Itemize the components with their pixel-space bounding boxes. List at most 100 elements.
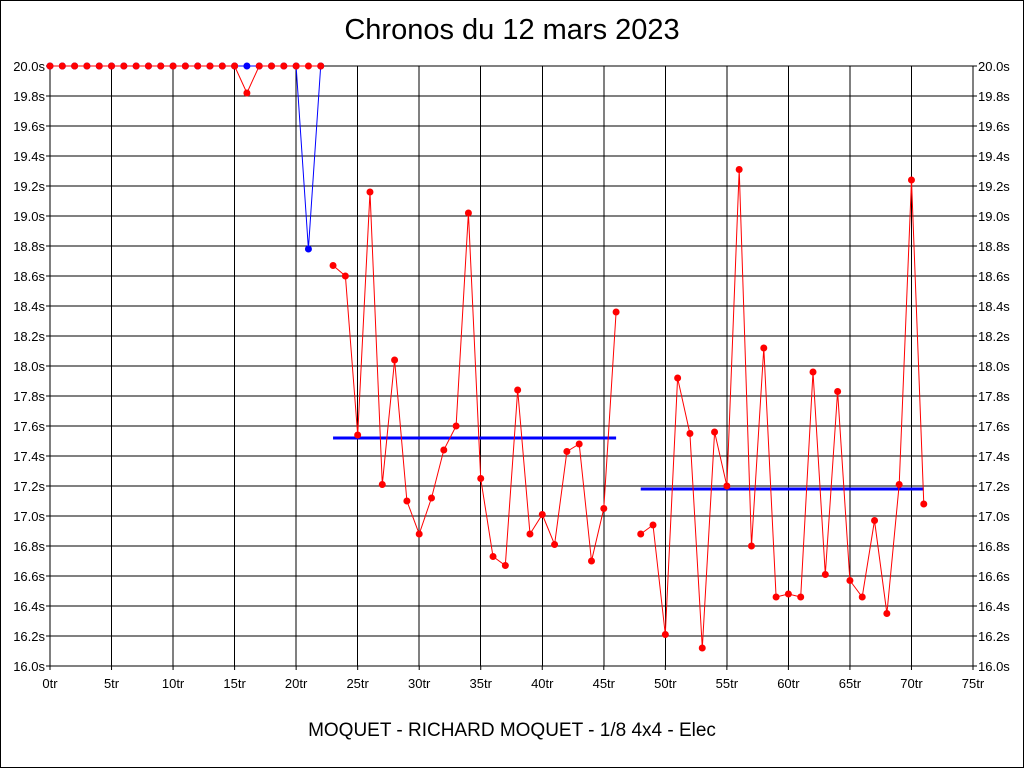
x-tick-label: 30tr	[408, 676, 431, 691]
data-point-blue	[243, 62, 251, 70]
data-point-red	[501, 562, 509, 569]
data-point-red	[243, 89, 251, 97]
x-tick-label: 75tr	[962, 676, 985, 691]
y-tick-label-right: 19.0s	[978, 209, 1010, 224]
series-lines	[50, 65, 925, 649]
y-tick-label-left: 17.4s	[13, 449, 45, 464]
data-point-red	[587, 557, 595, 565]
data-point-red	[514, 386, 522, 394]
y-tick-label-left: 20.0s	[13, 59, 45, 74]
x-tick-label: 70tr	[900, 676, 923, 691]
y-tick-label-left: 16.6s	[13, 569, 45, 584]
data-point-red	[181, 62, 189, 70]
y-tick-label-left: 17.2s	[13, 479, 45, 494]
series-points	[46, 62, 928, 652]
y-axis-right: 16.0s 16.2s 16.4s 16.6s 16.8s 17.0s 17.2s 17.4s…	[978, 59, 1010, 674]
y-tick-label-left: 19.6s	[13, 119, 45, 134]
data-point-red	[378, 481, 386, 488]
data-point-red	[538, 511, 546, 518]
data-point-red	[686, 430, 694, 437]
y-tick-label-right: 18.6s	[978, 269, 1010, 284]
grid	[46, 65, 977, 670]
data-point-red	[575, 440, 583, 448]
x-tick-label: 5tr	[104, 676, 120, 691]
series-line-red	[640, 169, 925, 649]
data-point-red	[858, 593, 866, 601]
data-point-red	[144, 62, 152, 70]
data-point-red	[157, 62, 165, 70]
y-tick-label-right: 16.4s	[978, 599, 1010, 614]
y-tick-label-left: 19.0s	[13, 209, 45, 224]
y-axis-left: 16.0s 16.2s 16.4s 16.6s 16.8s 17.0s 17.2s 17.4s…	[13, 59, 45, 674]
y-tick-label-right: 18.8s	[978, 239, 1010, 254]
y-tick-label-left: 19.4s	[13, 149, 45, 164]
data-point-red	[477, 475, 485, 482]
data-point-red	[403, 497, 411, 505]
y-tick-label-left: 18.6s	[13, 269, 45, 284]
data-point-red	[600, 505, 608, 512]
data-point-red	[255, 62, 263, 70]
average-lines	[333, 436, 924, 491]
data-point-red	[329, 262, 337, 269]
data-point-red	[551, 541, 559, 548]
y-tick-label-right: 20.0s	[978, 59, 1010, 74]
data-point-red	[194, 62, 202, 70]
y-tick-label-left: 18.2s	[13, 329, 45, 344]
data-point-red	[169, 62, 177, 70]
data-point-red	[354, 431, 362, 439]
data-point-red	[415, 530, 423, 538]
y-tick-label-left: 19.2s	[13, 179, 45, 194]
data-point-red	[821, 571, 829, 578]
data-point-red	[907, 176, 915, 184]
data-point-red	[489, 553, 497, 560]
data-point-red	[428, 494, 436, 502]
chart-title: Chronos du 12 mars 2023	[344, 14, 680, 46]
chart-subtitle: MOQUET - RICHARD MOQUET - 1/8 4x4 - Elec	[308, 720, 716, 741]
x-tick-label: 10tr	[162, 676, 185, 691]
y-tick-label-left: 16.8s	[13, 539, 45, 554]
data-point-red	[95, 62, 103, 70]
x-axis: 0tr 5tr 10tr 15tr 20tr 25tr 30tr 35tr 40tr 45tr 50…	[42, 676, 984, 691]
data-point-red	[120, 62, 128, 70]
data-point-red	[612, 308, 620, 316]
data-point-red	[772, 593, 780, 601]
y-tick-label-right: 16.0s	[978, 659, 1010, 674]
y-tick-label-left: 16.4s	[13, 599, 45, 614]
x-tick-label: 35tr	[470, 676, 493, 691]
y-tick-label-left: 19.8s	[13, 89, 45, 104]
y-tick-label-right: 16.2s	[978, 629, 1010, 644]
y-tick-label-left: 17.8s	[13, 389, 45, 404]
data-point-red	[464, 209, 472, 217]
data-point-red	[895, 481, 903, 488]
data-point-red	[206, 62, 214, 70]
data-point-red	[391, 356, 399, 364]
x-tick-label: 50tr	[654, 676, 677, 691]
data-point-red	[797, 593, 805, 601]
data-point-red	[366, 188, 374, 196]
data-point-red	[637, 530, 645, 538]
data-point-red	[784, 590, 792, 598]
data-point-red	[883, 610, 891, 617]
data-point-red	[317, 62, 325, 70]
data-point-red	[71, 62, 79, 70]
x-tick-label: 15tr	[223, 676, 246, 691]
data-point-red	[452, 422, 460, 430]
data-point-red	[760, 344, 768, 352]
y-tick-label-right: 17.8s	[978, 389, 1010, 404]
data-point-red	[218, 62, 226, 70]
y-tick-label-right: 17.6s	[978, 419, 1010, 434]
y-tick-label-right: 18.4s	[978, 299, 1010, 314]
y-tick-label-right: 17.0s	[978, 509, 1010, 524]
data-point-red	[304, 62, 312, 70]
y-tick-label-left: 17.6s	[13, 419, 45, 434]
data-point-red	[698, 644, 706, 652]
y-tick-label-right: 16.6s	[978, 569, 1010, 584]
data-point-red	[723, 482, 731, 490]
series-line-red	[332, 191, 617, 567]
data-point-red	[132, 62, 140, 70]
data-point-red	[292, 62, 300, 70]
data-point-red	[341, 272, 349, 280]
y-tick-label-left: 16.2s	[13, 629, 45, 644]
